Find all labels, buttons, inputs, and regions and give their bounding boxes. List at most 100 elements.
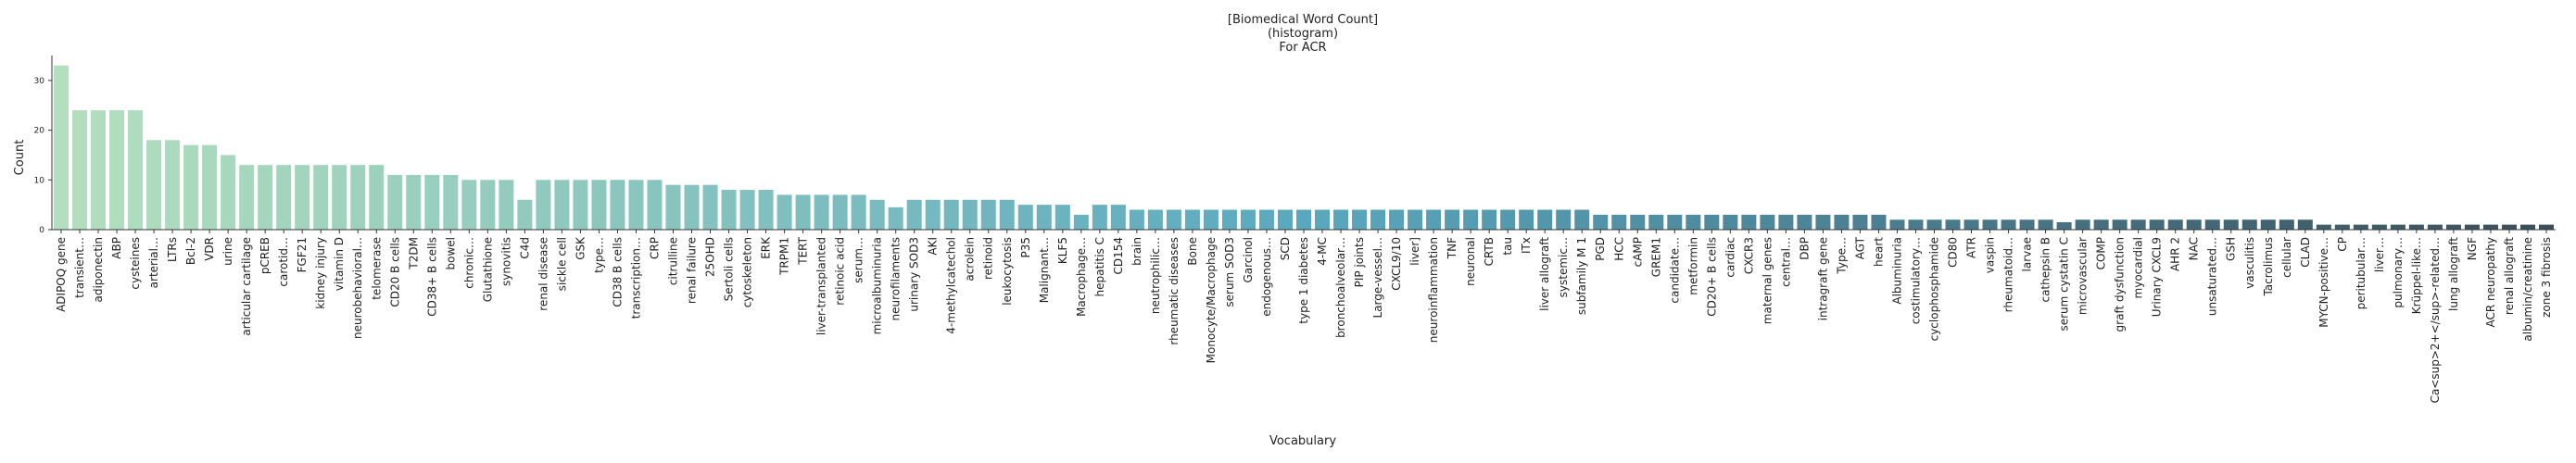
bar: [739, 190, 755, 230]
x-tick-label: rheumatic diseases: [1168, 237, 1181, 345]
x-tick-label: Large-vessel…: [1371, 237, 1384, 318]
bar: [1964, 219, 1979, 230]
x-axis: ADIPOQ gene transient… adiponectin ABP cyste…: [52, 229, 2556, 403]
bar: [684, 184, 700, 230]
bar: [2445, 224, 2461, 230]
bar: [628, 180, 644, 230]
x-tick-label: CLAD: [2299, 237, 2312, 268]
x-tick-label: liver allograft: [1538, 237, 1551, 311]
bar: [443, 174, 459, 230]
bar: [573, 180, 588, 230]
bar: [2075, 219, 2090, 230]
bar: [183, 144, 199, 230]
x-tick-label: pCREB: [259, 237, 271, 274]
x-tick-label: Monocyte/Macrophage: [1205, 237, 1218, 363]
bar: [962, 199, 978, 230]
x-tick-label: serum…: [852, 237, 865, 283]
x-tick-label: central…: [1779, 237, 1792, 287]
bar: [1408, 209, 1423, 230]
x-tick-label: PGD: [1594, 237, 1607, 261]
bar: [1834, 214, 1850, 230]
x-tick-label: FGF21: [296, 237, 309, 272]
bar: [888, 206, 903, 230]
bar: [350, 165, 366, 230]
x-tick-label: SCD: [1279, 237, 1292, 260]
bar: [1741, 214, 1757, 230]
bar: [2019, 219, 2035, 230]
bar: [54, 65, 69, 230]
bar: [1036, 205, 1052, 230]
x-tick-label: pulmonary…: [2392, 237, 2405, 308]
bar: [2241, 219, 2257, 230]
x-tick-label: CD154: [1112, 237, 1125, 275]
y-tick-label: 0: [39, 226, 44, 235]
bar: [1129, 209, 1144, 230]
x-tick-label: neurofilaments: [890, 237, 903, 321]
x-tick-label: type 1 diabetes: [1297, 237, 1310, 324]
bar: [1203, 209, 1219, 230]
bar: [2038, 219, 2053, 230]
x-tick-label: MYCN-positive…: [2317, 237, 2330, 328]
x-axis-label: Vocabulary: [1269, 434, 1336, 448]
x-tick-label: TERT: [797, 236, 810, 265]
x-tick-label: renal disease: [537, 237, 549, 311]
bar: [2334, 224, 2350, 230]
bar: [1389, 209, 1405, 230]
bar: [1370, 209, 1386, 230]
bar: [2371, 224, 2387, 230]
x-tick-label: endogenous…: [1260, 237, 1273, 317]
x-tick-label: P35: [1019, 237, 1032, 258]
bar: [1778, 214, 1794, 230]
x-tick-label: urine: [221, 237, 234, 266]
x-tick-label: Malignant…: [1038, 237, 1051, 303]
x-tick-label: kidney injury: [314, 237, 327, 309]
x-tick-label: cysteines: [129, 237, 142, 290]
x-tick-label: candidate…: [1668, 237, 1681, 304]
x-tick-label: NAC: [2188, 237, 2201, 260]
bar: [1852, 214, 1868, 230]
x-tick-label: tau: [1501, 237, 1514, 256]
bar: [91, 110, 107, 230]
bar: [109, 110, 125, 230]
x-tick-label: renal allograft: [2503, 237, 2516, 315]
x-tick-label: systemic…: [1557, 237, 1570, 297]
bar: [499, 180, 514, 230]
x-tick-label: cAMP: [1631, 237, 1644, 267]
bar: [276, 165, 292, 230]
bar: [1815, 214, 1831, 230]
x-tick-label: ITx: [1520, 237, 1533, 254]
bar: [2353, 224, 2368, 230]
x-tick-label: bowel: [444, 237, 457, 270]
x-tick-label: GSK: [574, 236, 587, 260]
x-tick-label: cyclophosphamide: [1928, 237, 1941, 341]
x-tick-label: liver]: [1408, 237, 1421, 266]
x-tick-label: synovitis: [499, 237, 512, 286]
x-tick-label: heart: [1872, 237, 1885, 267]
x-tick-label: hepatitis C: [1093, 237, 1106, 296]
x-tick-label: peritubular…: [2355, 237, 2368, 309]
x-tick-label: leukocytosis: [1001, 237, 1014, 306]
x-tick-label: acrolein: [964, 237, 977, 282]
x-tick-label: TRPM1: [778, 237, 791, 276]
x-tick-label: CD38 B cells: [611, 237, 624, 307]
x-tick-label: arterial…: [147, 237, 160, 288]
x-tick-label: myocardial: [2132, 237, 2145, 298]
x-tick-label: renal failure: [686, 237, 699, 304]
x-tick-label: CRP: [648, 237, 661, 259]
bar: [1092, 205, 1107, 230]
x-tick-label: liver…: [2373, 237, 2386, 272]
x-tick-label: serum cystatin C: [2058, 237, 2071, 332]
x-tick-label: C4d: [518, 237, 531, 259]
bar: [258, 165, 273, 230]
bar: [239, 165, 255, 230]
bar: [424, 174, 440, 230]
bar: [610, 180, 625, 230]
bar: [1686, 214, 1701, 230]
bar: [2167, 219, 2183, 230]
bar: [1500, 209, 1516, 230]
bar: [2297, 219, 2313, 230]
x-tick-label: lung allograft: [2447, 237, 2460, 311]
y-axis: 0 10 20 30: [34, 56, 53, 235]
x-tick-label: vasculitis: [2243, 237, 2256, 289]
bar: [2093, 219, 2109, 230]
